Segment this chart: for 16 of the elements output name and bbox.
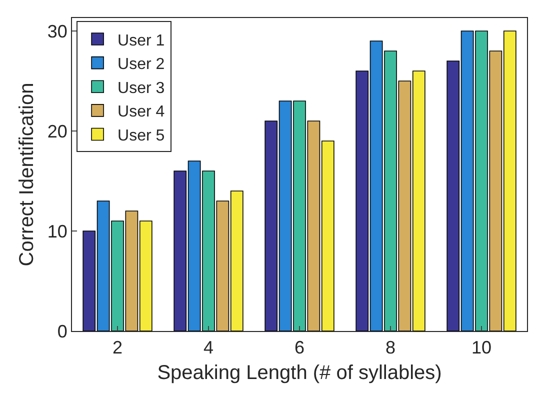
- y-tick-label: 30: [47, 21, 68, 42]
- y-tick-label: 0: [57, 321, 68, 342]
- x-axis-title: Speaking Length (# of syllables): [157, 362, 442, 384]
- legend-label: User 4: [118, 104, 165, 121]
- legend-label: User 5: [118, 127, 165, 144]
- legend-label: User 1: [118, 32, 165, 50]
- x-tick-label: 10: [471, 338, 492, 358]
- legend-label: User 2: [118, 56, 165, 74]
- y-tick-label: 10: [47, 221, 68, 242]
- x-tick-label: 2: [112, 338, 123, 358]
- x-tick-label: 8: [385, 338, 396, 358]
- x-tick-label: 6: [294, 338, 305, 358]
- y-tick-label: 20: [47, 121, 68, 142]
- legend-label: User 3: [118, 80, 165, 97]
- y-axis-title: Correct Identification: [16, 82, 38, 266]
- x-tick-label: 4: [203, 338, 214, 358]
